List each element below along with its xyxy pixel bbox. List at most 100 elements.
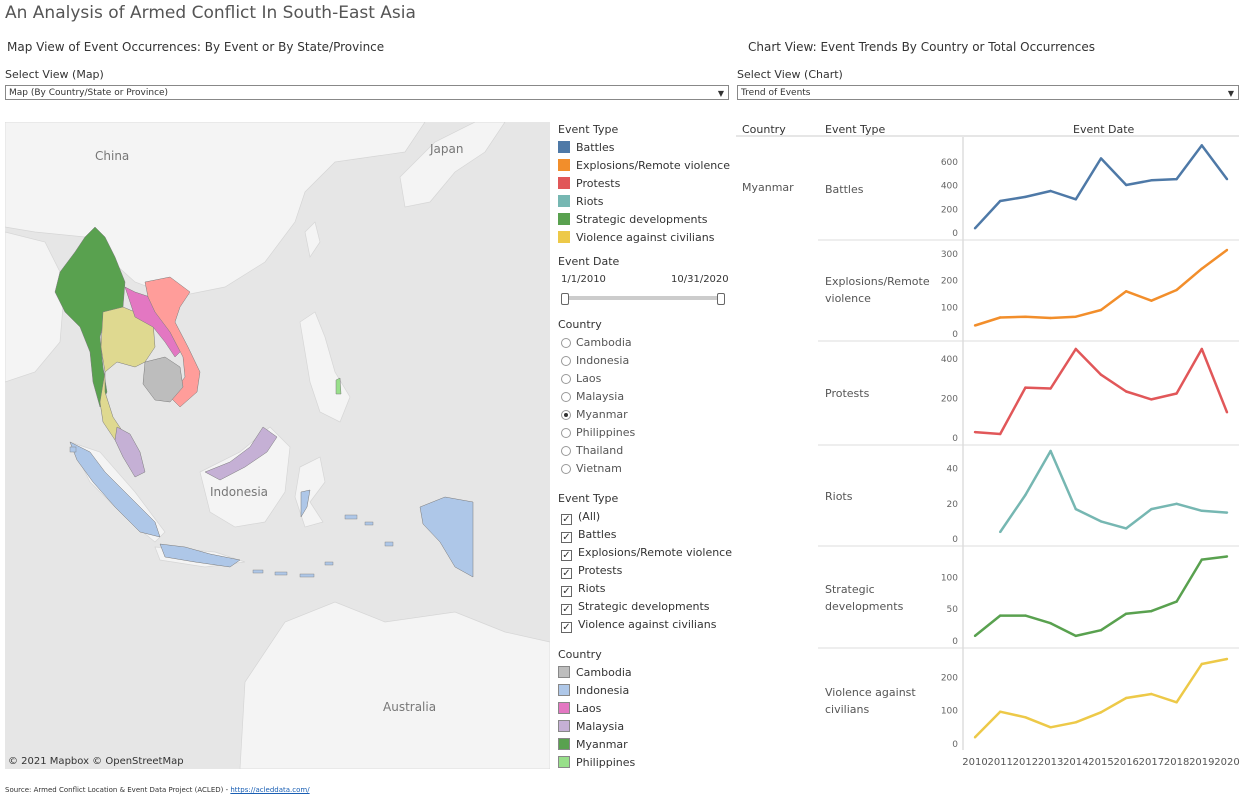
checkbox-checked-icon[interactable]: ✓ <box>561 514 572 525</box>
data-point[interactable] <box>1200 267 1203 270</box>
data-point[interactable] <box>1175 288 1178 292</box>
map-view-select[interactable]: Map (By Country/State or Province) ▼ <box>5 85 729 100</box>
data-point[interactable] <box>1175 502 1178 505</box>
data-point[interactable] <box>1024 493 1027 497</box>
country-legend-item[interactable]: Philippines <box>558 756 635 772</box>
checkbox-checked-icon[interactable]: ✓ <box>561 532 572 543</box>
country-radio-option[interactable]: Myanmar <box>561 408 628 421</box>
data-point[interactable] <box>1175 600 1178 603</box>
radio-button-icon[interactable] <box>561 374 571 384</box>
data-point[interactable] <box>999 530 1002 534</box>
data-point[interactable] <box>1225 511 1229 514</box>
data-point[interactable] <box>1125 612 1128 615</box>
country-radio-option[interactable]: Cambodia <box>561 336 632 349</box>
event-type-checkbox-option[interactable]: ✓ Explosions/Remote violence <box>561 546 732 561</box>
data-point[interactable] <box>1049 316 1052 320</box>
data-point[interactable] <box>1200 662 1203 666</box>
checkbox-checked-icon[interactable]: ✓ <box>561 568 572 579</box>
country-radio-option[interactable]: Laos <box>561 372 601 385</box>
series-line-2[interactable] <box>974 347 1229 436</box>
data-point[interactable] <box>1099 373 1103 376</box>
country-legend-item[interactable]: Malaysia <box>558 720 624 736</box>
data-point[interactable] <box>1074 198 1077 201</box>
data-point[interactable] <box>973 324 977 327</box>
data-point[interactable] <box>1024 386 1027 389</box>
series-line-1[interactable] <box>974 248 1228 327</box>
series-line-3[interactable] <box>999 449 1228 533</box>
event-type-checkbox-option[interactable]: ✓ (All) <box>561 510 600 525</box>
chart-view-select[interactable]: Trend of Events ▼ <box>737 85 1239 100</box>
data-point[interactable] <box>1150 398 1153 401</box>
data-point[interactable] <box>1074 315 1077 318</box>
data-point[interactable] <box>1099 711 1103 714</box>
data-point[interactable] <box>999 316 1002 319</box>
data-point[interactable] <box>1125 527 1128 530</box>
country-legend-item[interactable]: Laos <box>558 702 601 718</box>
data-point[interactable] <box>1074 721 1077 724</box>
event-date-start-handle[interactable] <box>561 293 569 305</box>
data-point[interactable] <box>1024 315 1027 318</box>
country-legend-item[interactable]: Indonesia <box>558 684 629 700</box>
event-date-slider-track[interactable] <box>565 296 723 300</box>
data-point[interactable] <box>1074 347 1077 351</box>
radio-button-icon[interactable] <box>561 446 571 456</box>
data-point[interactable] <box>1150 179 1153 182</box>
data-point[interactable] <box>1049 449 1052 453</box>
data-point[interactable] <box>1125 390 1128 393</box>
radio-button-icon[interactable] <box>561 338 571 348</box>
data-point[interactable] <box>1150 299 1153 302</box>
data-point[interactable] <box>973 430 977 434</box>
event-date-end-handle[interactable] <box>717 293 725 305</box>
event-type-legend-item[interactable]: Protests <box>558 177 620 193</box>
data-point[interactable] <box>1175 177 1178 181</box>
source-link[interactable]: https://acleddata.com/ <box>230 786 310 794</box>
series-line-5[interactable] <box>974 657 1228 739</box>
data-point[interactable] <box>1049 387 1052 390</box>
data-point[interactable] <box>1175 701 1178 704</box>
event-type-checkbox-option[interactable]: ✓ Violence against civilians <box>561 618 716 633</box>
event-type-legend-item[interactable]: Strategic developments <box>558 213 708 229</box>
country-radio-option[interactable]: Vietnam <box>561 462 622 475</box>
data-point[interactable] <box>999 199 1002 203</box>
data-point[interactable] <box>1049 622 1052 625</box>
data-point[interactable] <box>1049 726 1052 729</box>
data-point[interactable] <box>1099 157 1103 160</box>
data-point[interactable] <box>1175 392 1178 395</box>
data-point[interactable] <box>1049 189 1052 193</box>
radio-button-icon[interactable] <box>561 392 571 402</box>
radio-button-icon[interactable] <box>561 356 571 366</box>
data-point[interactable] <box>1125 290 1128 293</box>
data-point[interactable] <box>1099 628 1103 632</box>
radio-button-icon[interactable] <box>561 410 571 420</box>
data-point[interactable] <box>1200 509 1203 513</box>
data-point[interactable] <box>1024 614 1027 617</box>
data-point[interactable] <box>1150 507 1153 511</box>
data-point[interactable] <box>1099 520 1103 523</box>
checkbox-checked-icon[interactable]: ✓ <box>561 604 572 615</box>
data-point[interactable] <box>1150 609 1153 613</box>
radio-button-icon[interactable] <box>561 428 571 438</box>
event-type-legend-item[interactable]: Battles <box>558 141 614 157</box>
country-legend-item[interactable]: Cambodia <box>558 666 632 682</box>
event-type-checkbox-option[interactable]: ✓ Riots <box>561 582 605 597</box>
checkbox-checked-icon[interactable]: ✓ <box>561 622 572 633</box>
data-point[interactable] <box>1074 634 1077 638</box>
data-point[interactable] <box>1225 248 1229 252</box>
checkbox-checked-icon[interactable]: ✓ <box>561 550 572 561</box>
data-point[interactable] <box>1200 144 1203 147</box>
data-point[interactable] <box>1125 696 1128 700</box>
event-type-checkbox-option[interactable]: ✓ Strategic developments <box>561 600 710 615</box>
country-radio-option[interactable]: Thailand <box>561 444 623 457</box>
data-point[interactable] <box>1024 716 1027 719</box>
data-point[interactable] <box>999 710 1002 713</box>
data-point[interactable] <box>1225 657 1229 661</box>
event-type-legend-item[interactable]: Violence against civilians <box>558 231 714 247</box>
data-point[interactable] <box>973 634 977 638</box>
data-point[interactable] <box>1225 555 1229 558</box>
country-radio-option[interactable]: Indonesia <box>561 354 629 367</box>
data-point[interactable] <box>1074 507 1077 511</box>
data-point[interactable] <box>1150 692 1153 696</box>
data-point[interactable] <box>999 432 1002 436</box>
data-point[interactable] <box>1200 347 1203 351</box>
data-point[interactable] <box>1125 183 1128 187</box>
